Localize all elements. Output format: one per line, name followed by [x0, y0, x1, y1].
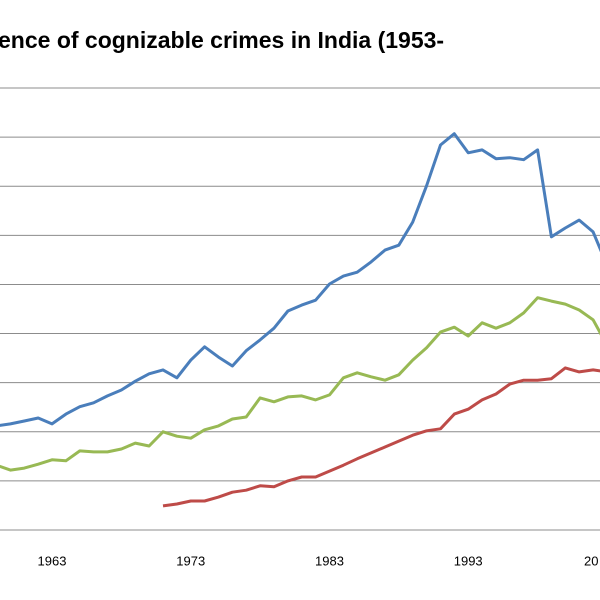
series-line	[162, 366, 600, 508]
x-tick-label: 1993	[454, 553, 483, 568]
chart-title: ence of cognizable crimes in India (1953…	[0, 27, 444, 53]
x-tick-label: 1973	[176, 553, 205, 568]
x-tick-label: 1983	[315, 553, 344, 568]
series-line	[0, 296, 600, 472]
x-tick-label: 1963	[38, 553, 67, 568]
grid	[0, 87, 600, 531]
series-line	[0, 132, 600, 427]
plot-area	[0, 132, 600, 508]
x-tick-label: 20	[584, 553, 598, 568]
